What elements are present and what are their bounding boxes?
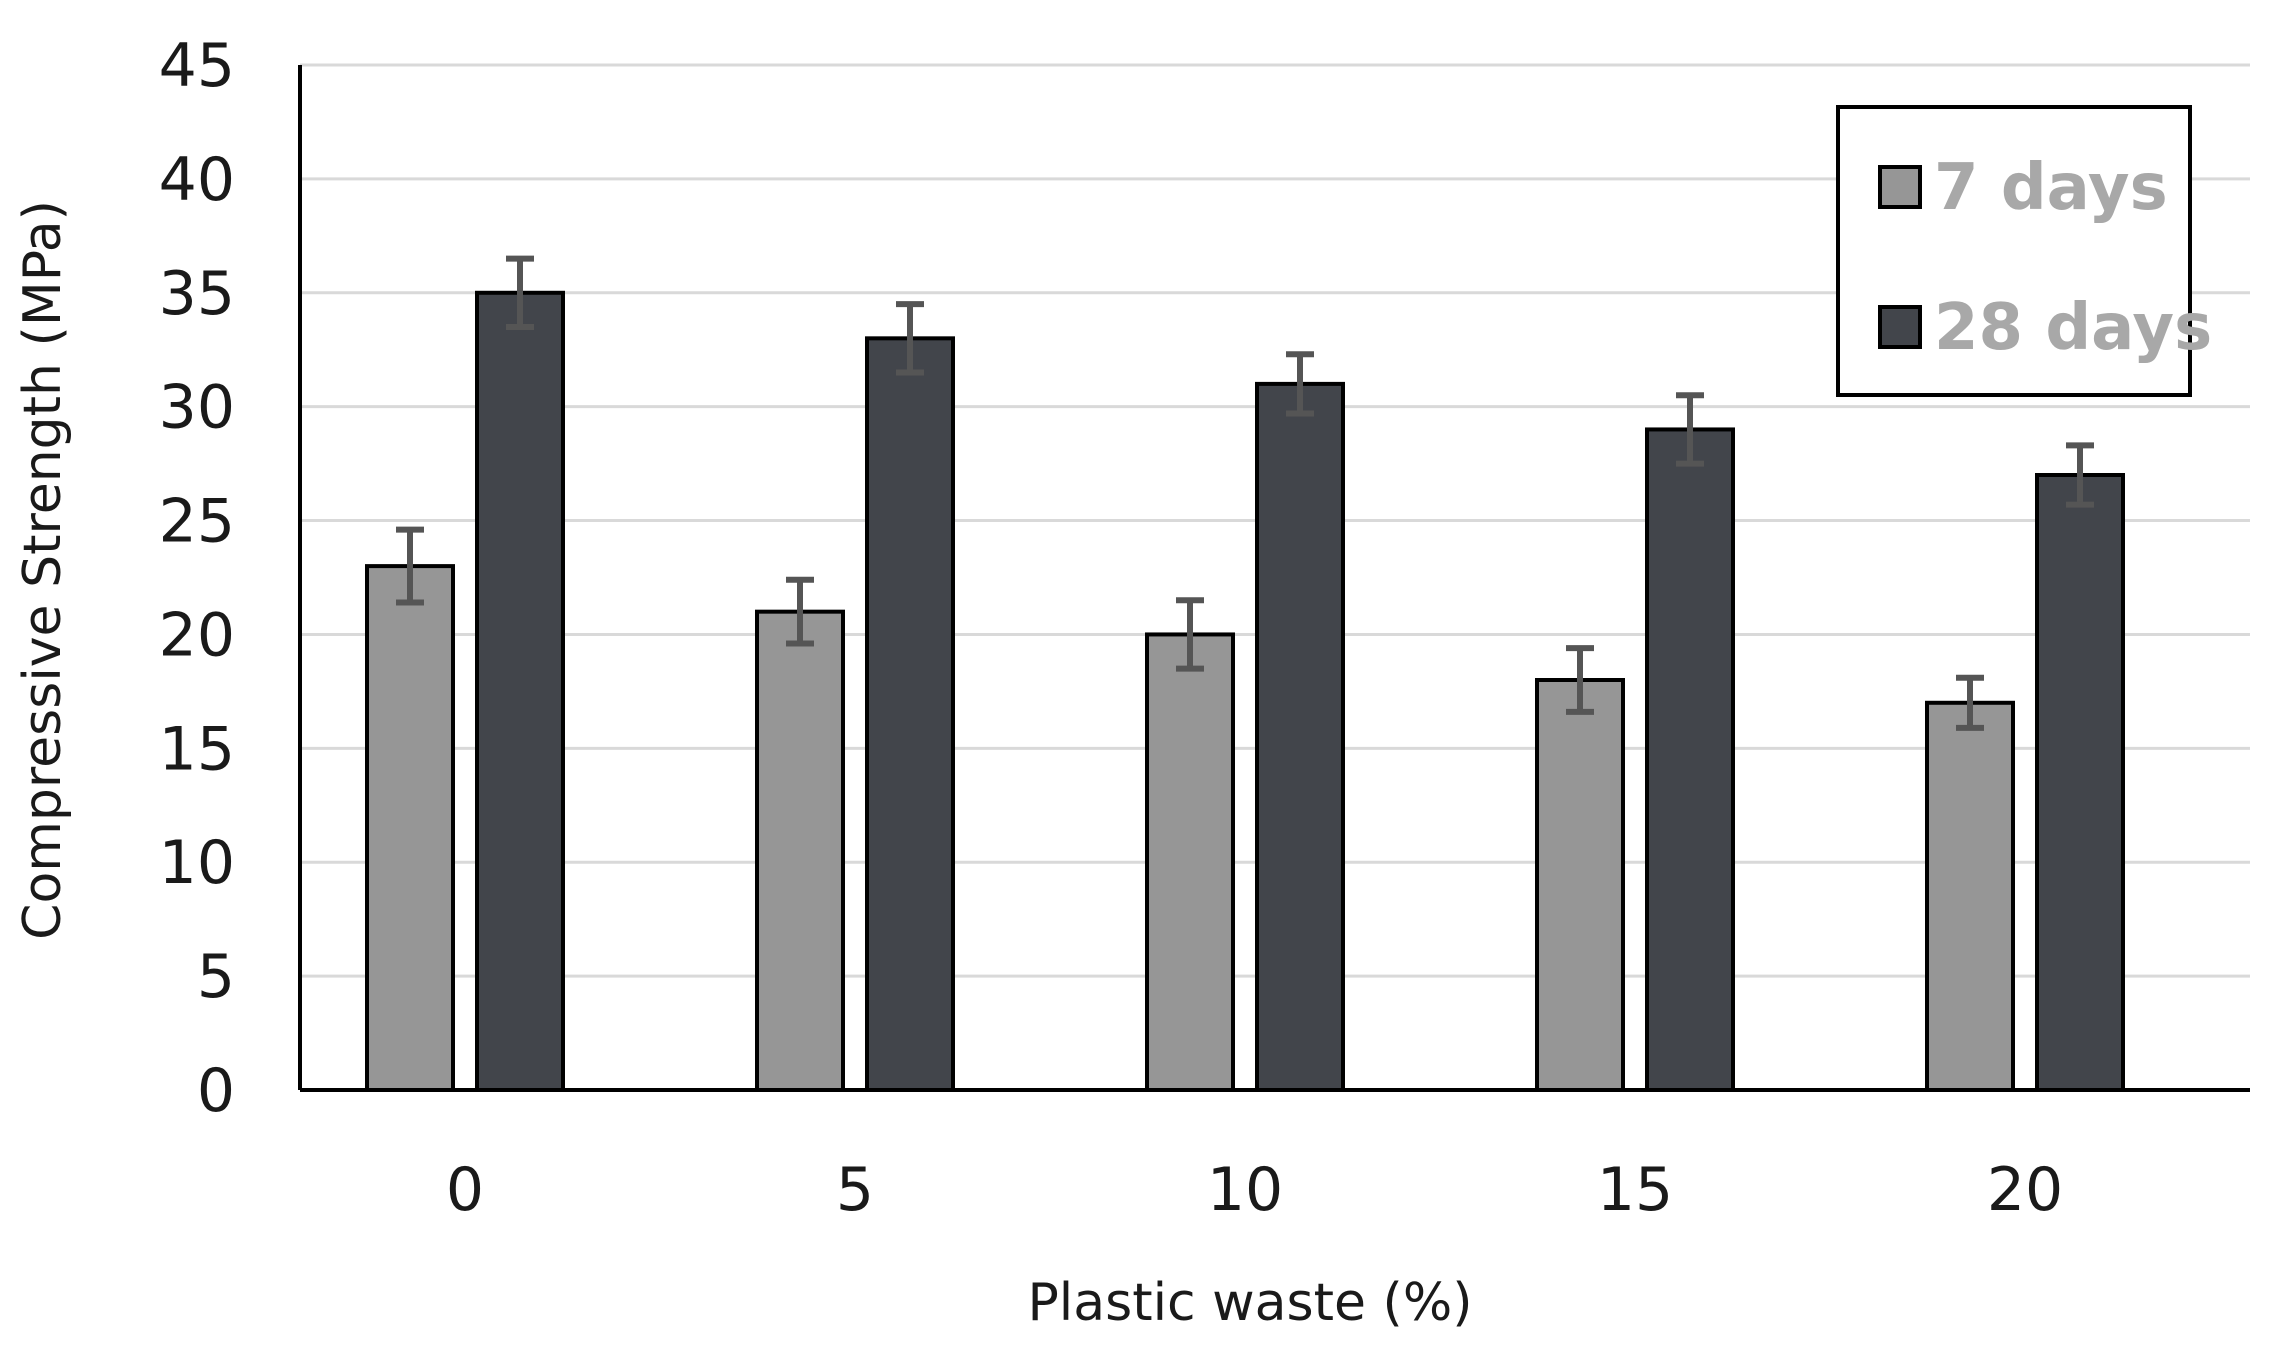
bar: [1925, 700, 2015, 1092]
axes: [298, 65, 2250, 1092]
legend-label: 7 days: [1934, 151, 2168, 225]
bar: [1255, 381, 1345, 1092]
bar: [755, 609, 845, 1093]
x-tick-label: 0: [446, 1155, 484, 1225]
tick-labels: 0 5 10 15 20 25 30 35 40 45 0 5 10 15 20: [159, 31, 2064, 1225]
legend-swatch: [1878, 305, 1922, 349]
x-tick-label: 10: [1207, 1155, 1283, 1225]
legend: 7 days 28 days: [1836, 105, 2212, 397]
legend-label: 28 days: [1934, 291, 2212, 365]
bar: [865, 336, 955, 1093]
y-tick-label: 5: [197, 942, 235, 1012]
bar: [1535, 678, 1625, 1092]
y-tick-label: 30: [159, 373, 235, 443]
legend-swatch: [1878, 165, 1922, 209]
bar: [1145, 632, 1235, 1092]
y-tick-label: 40: [159, 145, 235, 215]
y-tick-label: 20: [159, 600, 235, 670]
y-tick-label: 25: [159, 487, 235, 557]
y-tick-label: 10: [159, 828, 235, 898]
bar: [365, 564, 455, 1092]
y-tick-label: 35: [159, 259, 235, 329]
bar: [475, 290, 565, 1092]
y-tick-label: 0: [197, 1056, 235, 1126]
bars: [365, 255, 2125, 1093]
y-tick-label: 45: [159, 31, 235, 101]
x-tick-label: 20: [1987, 1155, 2063, 1225]
x-tick-label: 15: [1597, 1155, 1673, 1225]
bar: [2035, 473, 2125, 1092]
y-axis-title: Compressive Strength (MPa): [13, 200, 73, 940]
y-tick-label: 15: [159, 714, 235, 784]
x-axis-title: Plastic waste (%): [1027, 1273, 1472, 1333]
x-tick-label: 5: [836, 1155, 874, 1225]
bar: [1645, 427, 1735, 1092]
